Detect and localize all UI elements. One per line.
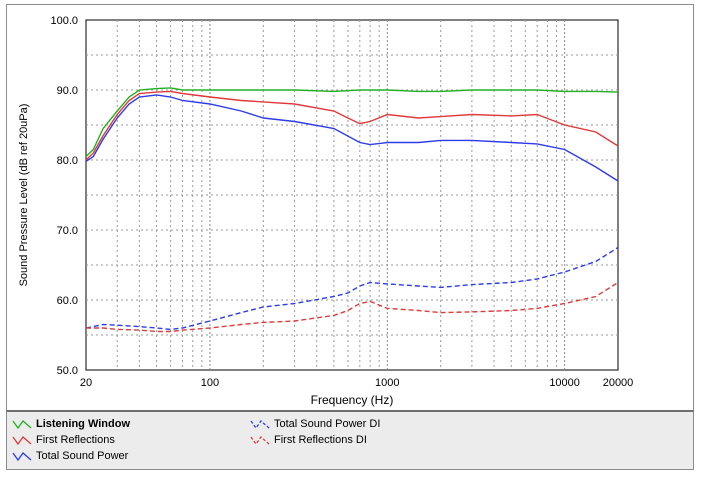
legend-label: Listening Window (36, 418, 130, 430)
legend-swatch-icon (250, 420, 270, 430)
y-tick-label: 70.0 (57, 225, 78, 237)
legend-item: Total Sound Power DI (250, 418, 380, 430)
y-tick-label: 100.0 (50, 15, 78, 27)
legend-label: First Reflections (36, 434, 115, 446)
y-tick-label: 50.0 (57, 365, 78, 377)
legend-swatch-icon (250, 436, 270, 446)
x-tick-label: 20 (80, 377, 92, 389)
series-line (85, 90, 619, 161)
x-tick-label: 10000 (549, 377, 580, 389)
x-axis-label: Frequency (Hz) (311, 393, 394, 407)
legend-item: First Reflections (12, 434, 115, 446)
series-line (85, 94, 619, 182)
legend-label: First Reflections DI (274, 434, 367, 446)
legend-label: Total Sound Power DI (274, 418, 381, 430)
legend-swatch-icon (12, 436, 32, 446)
legend-item: Total Sound Power (12, 450, 128, 462)
legend (6, 410, 694, 470)
y-axis-label: Sound Pressure Level (dB ref 20uPa) (18, 104, 30, 287)
legend-item: First Reflections DI (250, 434, 367, 446)
legend-swatch-icon (12, 420, 32, 430)
legend-swatch-icon (12, 452, 32, 462)
y-tick-label: 90.0 (57, 85, 78, 97)
legend-item: Listening Window (12, 418, 130, 430)
series-group (85, 87, 619, 333)
axis-ticks: 100.0 90.0 80.0 70.0 60.0 50.020 100 1000 10000 2… (50, 15, 633, 389)
legend-label: Total Sound Power (36, 450, 129, 462)
x-tick-label: 20000 (603, 377, 634, 389)
x-tick-label: 100 (201, 377, 219, 389)
series-line (86, 281, 619, 333)
y-tick-label: 60.0 (57, 295, 78, 307)
series-line (85, 87, 619, 158)
grid-lines (86, 20, 618, 370)
x-tick-label: 1000 (375, 377, 399, 389)
y-tick-label: 80.0 (57, 155, 78, 167)
series-line (85, 246, 619, 331)
